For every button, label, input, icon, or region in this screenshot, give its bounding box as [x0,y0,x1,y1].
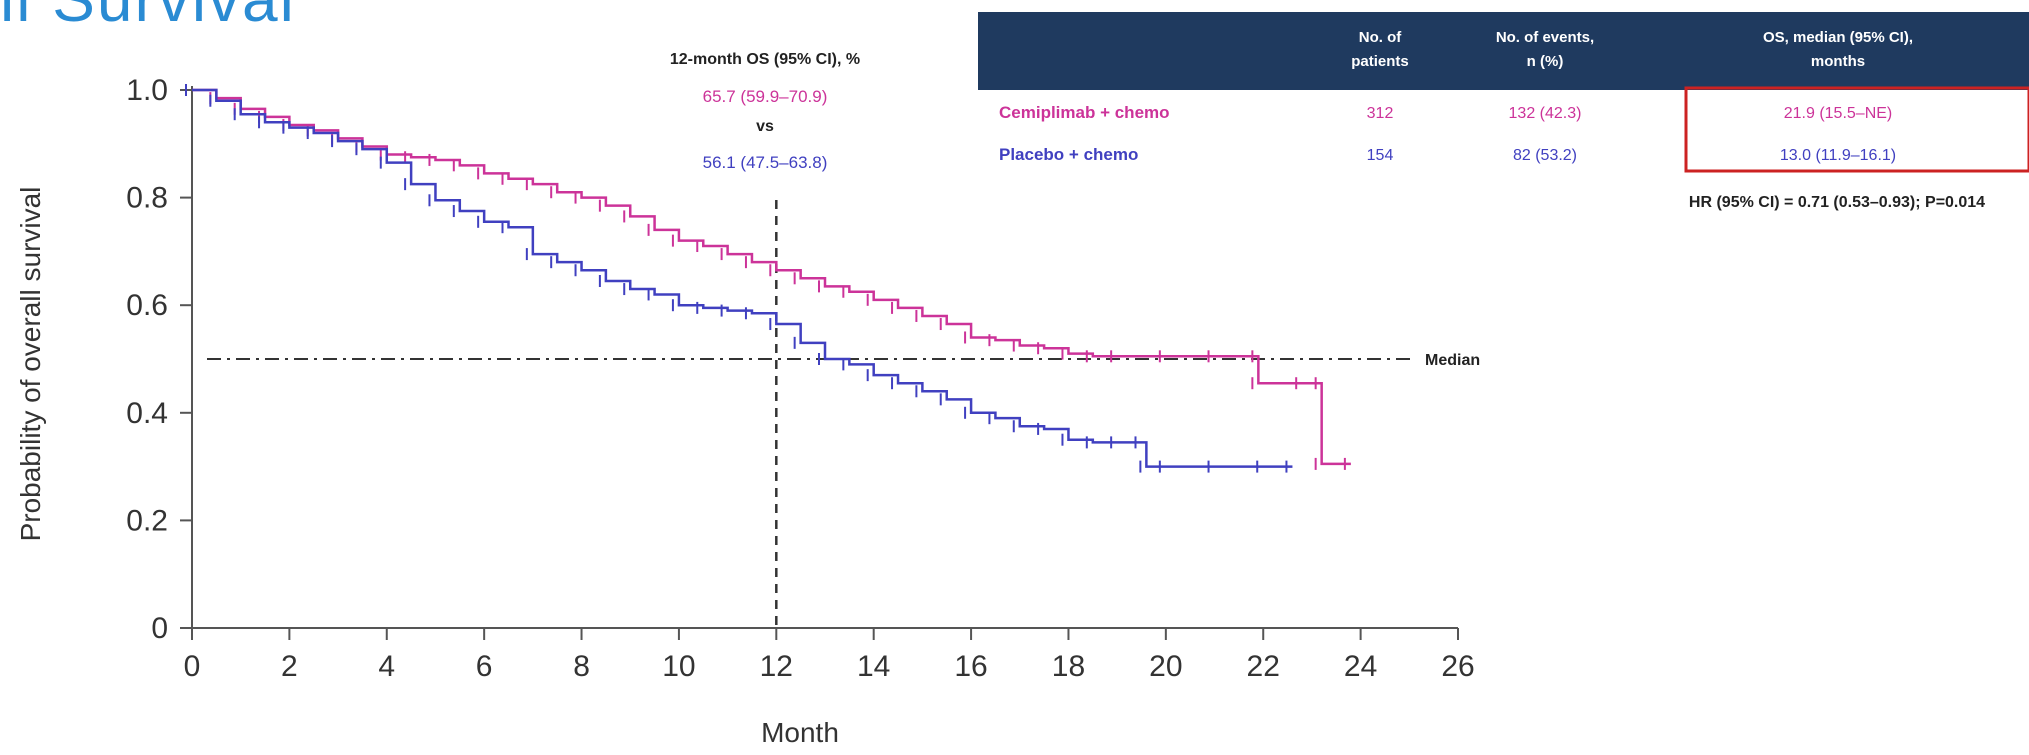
x-tick-label: 16 [954,650,987,683]
x-tick-label: 4 [378,650,395,683]
table-header-events-l2: n (%) [1527,53,1564,70]
table-row-cemiplimab-patients: 312 [1367,105,1394,122]
table-header-events-l1: No. of events, [1496,29,1594,46]
y-tick-label: 0.2 [126,504,168,537]
x-tick-label: 24 [1344,650,1377,683]
table-row-placebo-label: Placebo + chemo [999,145,1138,164]
table-header-patients-l1: No. of [1359,29,1402,46]
table-row-placebo-os: 13.0 (11.9–16.1) [1780,147,1896,164]
table-row-cemiplimab-os: 21.9 (15.5–NE) [1784,105,1893,122]
table-header-os-l1: OS, median (95% CI), [1763,29,1913,46]
x-tick-label: 22 [1247,650,1280,683]
y-tick-label: 0.6 [126,289,168,322]
os-12month-cemiplimab: 65.7 (59.9–70.9) [703,87,828,106]
hazard-ratio-text: HR (95% CI) = 0.71 (0.53–0.93); P=0.014 [1689,194,1985,211]
table-header-bg [978,12,2029,90]
os-12month-placebo: 56.1 (47.5–63.8) [703,153,828,172]
table-row-cemiplimab-label: Cemiplimab + chemo [999,103,1170,122]
x-tick-label: 6 [476,650,493,683]
table-row-cemiplimab-events: 132 (42.3) [1509,105,1582,122]
series-line-cemiplimab-chemo [192,88,1351,466]
series-line-placebo-chemo [192,88,1293,468]
y-tick-label: 0 [151,612,168,645]
x-tick-label: 8 [573,650,590,683]
axes: 0 2 4 6 8 10 12 14 16 18 20 22 24 2600.20.40.60.81.0M… [15,74,1475,748]
x-tick-label: 10 [662,650,695,683]
table-header-patients-l2: patients [1351,53,1409,70]
table-row-placebo-events: 82 (53.2) [1513,147,1577,164]
table-header-os-l2: months [1811,53,1865,70]
x-tick-label: 0 [184,650,201,683]
median-label: Median [1425,352,1480,369]
x-tick-label: 26 [1441,650,1474,683]
y-tick-label: 1.0 [126,74,168,107]
os-12month-vs: vs [756,118,774,135]
y-tick-label: 0.8 [126,182,168,215]
x-axis-title: Month [761,717,839,748]
series-layer [185,84,1351,473]
x-tick-label: 2 [281,650,298,683]
x-tick-label: 20 [1149,650,1182,683]
os-median-highlight-box [1684,86,2029,173]
table-row-placebo-patients: 154 [1367,147,1394,164]
x-tick-label: 12 [760,650,793,683]
x-tick-label: 18 [1052,650,1085,683]
y-tick-label: 0.4 [126,397,168,430]
x-tick-label: 14 [857,650,890,683]
os-12month-title: 12-month OS (95% CI), % [670,51,860,68]
header-title-fragment: ll Survival [0,0,296,36]
y-axis-title: Probability of overall survival [15,187,46,542]
